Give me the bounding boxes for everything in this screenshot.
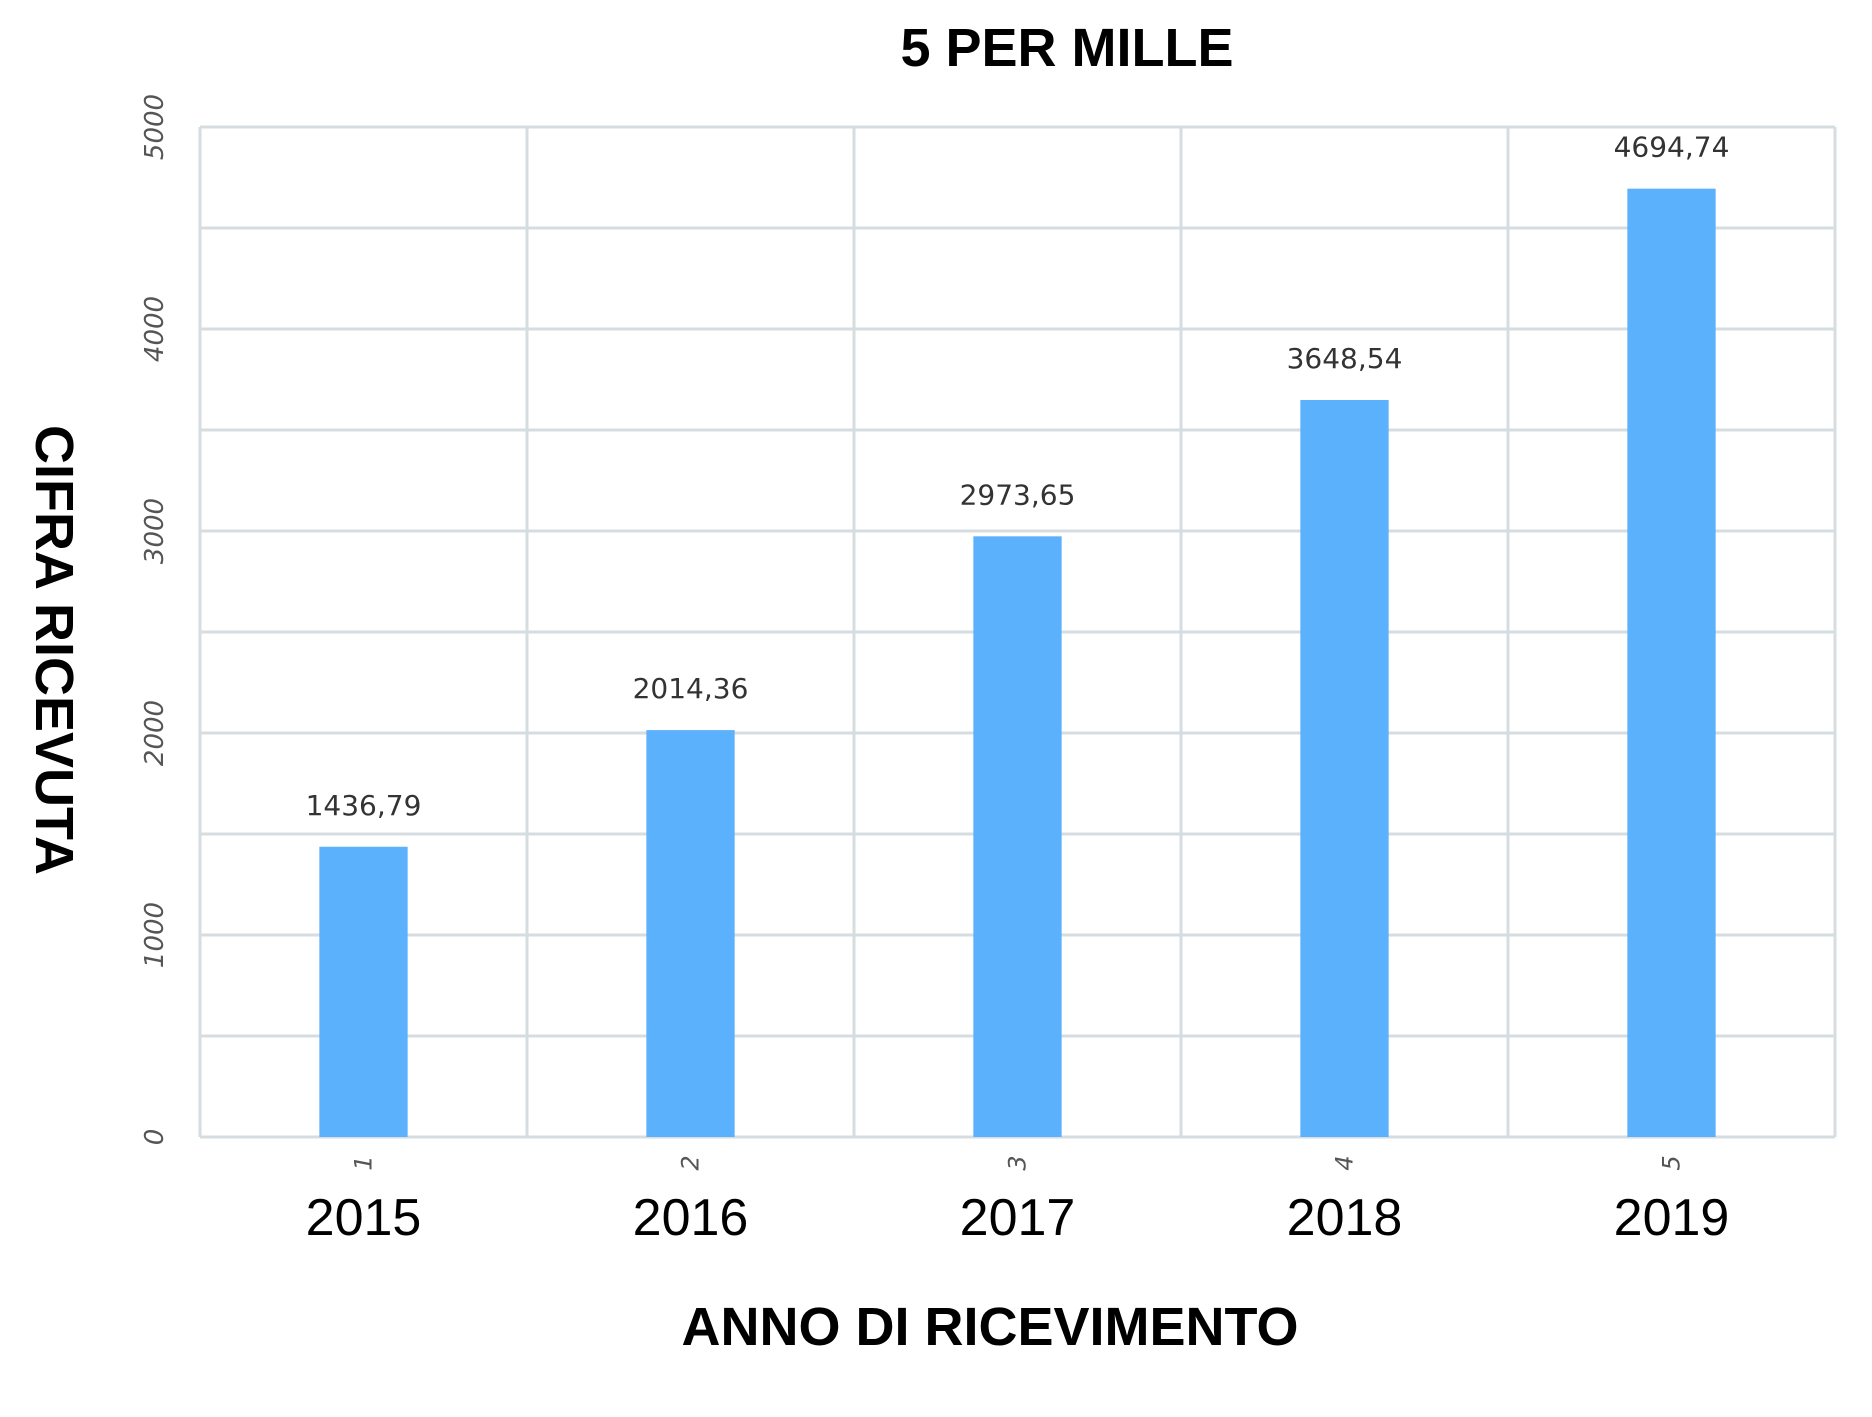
y-tick-label: 3000 — [140, 498, 170, 564]
bars — [319, 188, 1716, 1137]
bar-2017 — [973, 536, 1062, 1137]
y-tick-labels: 0 1000 2000 3000 4000 5000 — [140, 94, 170, 1145]
data-labels: 1436,79 2014,36 2973,65 3648,54 4694,74 — [306, 131, 1730, 822]
y-tick-label: 5000 — [140, 94, 170, 160]
x-tick-label: 3 — [1004, 1155, 1032, 1170]
x-year-labels: 2015 2016 2017 2018 2019 — [306, 1189, 1730, 1247]
x-year-label-2016: 2016 — [633, 1189, 749, 1247]
x-tick-label: 4 — [1331, 1155, 1359, 1170]
chart-title: 5 PER MILLE — [900, 18, 1233, 78]
x-year-label-2019: 2019 — [1614, 1189, 1730, 1247]
x-axis-title: ANNO DI RICEVIMENTO — [681, 1297, 1298, 1357]
bar-2018 — [1300, 399, 1389, 1137]
bar-2016 — [646, 730, 735, 1137]
data-label-2019: 4694,74 — [1614, 131, 1730, 164]
bar-2019 — [1627, 188, 1716, 1137]
x-year-label-2017: 2017 — [960, 1189, 1076, 1247]
y-tick-label: 0 — [140, 1129, 170, 1146]
x-tick-label: 5 — [1658, 1155, 1686, 1170]
x-tick-labels: 1 2 3 4 5 — [350, 1155, 1686, 1170]
data-label-2016: 2014,36 — [633, 672, 749, 705]
x-year-label-2015: 2015 — [306, 1189, 422, 1247]
bar-2015 — [319, 846, 408, 1137]
y-tick-label: 4000 — [140, 296, 170, 362]
data-label-2017: 2973,65 — [960, 478, 1076, 511]
y-axis-title: CIFRA RICEVUTA — [24, 425, 84, 875]
data-label-2018: 3648,54 — [1287, 342, 1403, 375]
x-year-label-2018: 2018 — [1287, 1189, 1403, 1247]
x-tick-label: 2 — [677, 1155, 705, 1170]
y-tick-label: 1000 — [140, 902, 170, 968]
y-tick-label: 2000 — [140, 700, 170, 766]
data-label-2015: 1436,79 — [306, 789, 422, 822]
x-tick-label: 1 — [350, 1155, 378, 1170]
